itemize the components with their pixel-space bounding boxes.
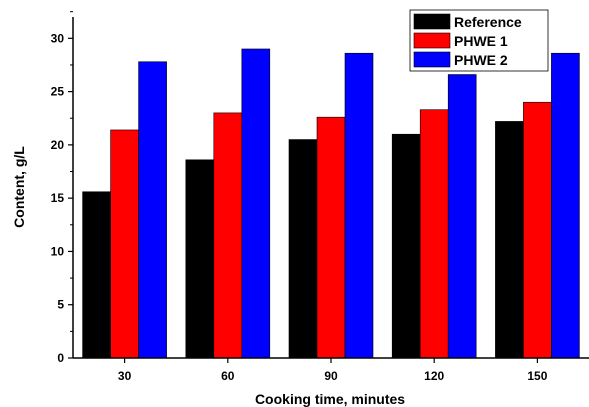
legend-swatch-reference (413, 13, 451, 30)
legend: Reference PHWE 1 PHWE 2 (409, 9, 549, 72)
legend-swatch-phwe-2 (413, 51, 451, 68)
bar-phwe-2-90 (344, 52, 374, 359)
bar-phwe-2-30 (138, 61, 167, 359)
bar-reference-60 (185, 159, 215, 359)
bar-phwe-1-120 (419, 109, 449, 359)
legend-swatch-phwe-1 (413, 32, 451, 49)
bar-reference-30 (82, 191, 111, 359)
y-tick-label-20: 20 (51, 138, 65, 152)
bar-phwe-2-60 (241, 48, 271, 359)
bar-reference-120 (391, 133, 421, 359)
y-tick-label-10: 10 (51, 244, 65, 258)
bar-phwe-1-150 (523, 101, 552, 359)
bar-phwe-2-150 (551, 52, 580, 359)
x-tick-label-150: 150 (527, 369, 547, 383)
x-tick-label-30: 30 (118, 369, 132, 383)
legend-label-phwe-1: PHWE 1 (454, 33, 508, 49)
y-axis-title: Content, g/L (11, 146, 27, 228)
y-tick-label-25: 25 (51, 85, 65, 99)
bar-reference-90 (288, 139, 318, 359)
bar-phwe-1-60 (213, 112, 243, 359)
y-tick-label-5: 5 (57, 298, 64, 312)
bars-group (82, 48, 580, 359)
bar-phwe-2-120 (447, 74, 477, 359)
bar-reference-150 (495, 121, 524, 359)
y-tick-label-0: 0 (57, 351, 64, 365)
x-axis-title: Cooking time, minutes (255, 391, 405, 407)
legend-label-phwe-2: PHWE 2 (454, 52, 508, 68)
ticks-group: 0 5 10 15 20 25 30 30 60 90 120 150 (51, 11, 548, 383)
x-tick-label-90: 90 (324, 369, 338, 383)
y-tick-label-15: 15 (51, 191, 65, 205)
bar-phwe-1-90 (316, 116, 346, 359)
bar-phwe-1-30 (110, 129, 139, 359)
legend-label-reference: Reference (454, 14, 522, 30)
y-tick-label-30: 30 (51, 31, 65, 45)
x-tick-label-120: 120 (424, 369, 444, 383)
x-tick-label-60: 60 (221, 369, 235, 383)
